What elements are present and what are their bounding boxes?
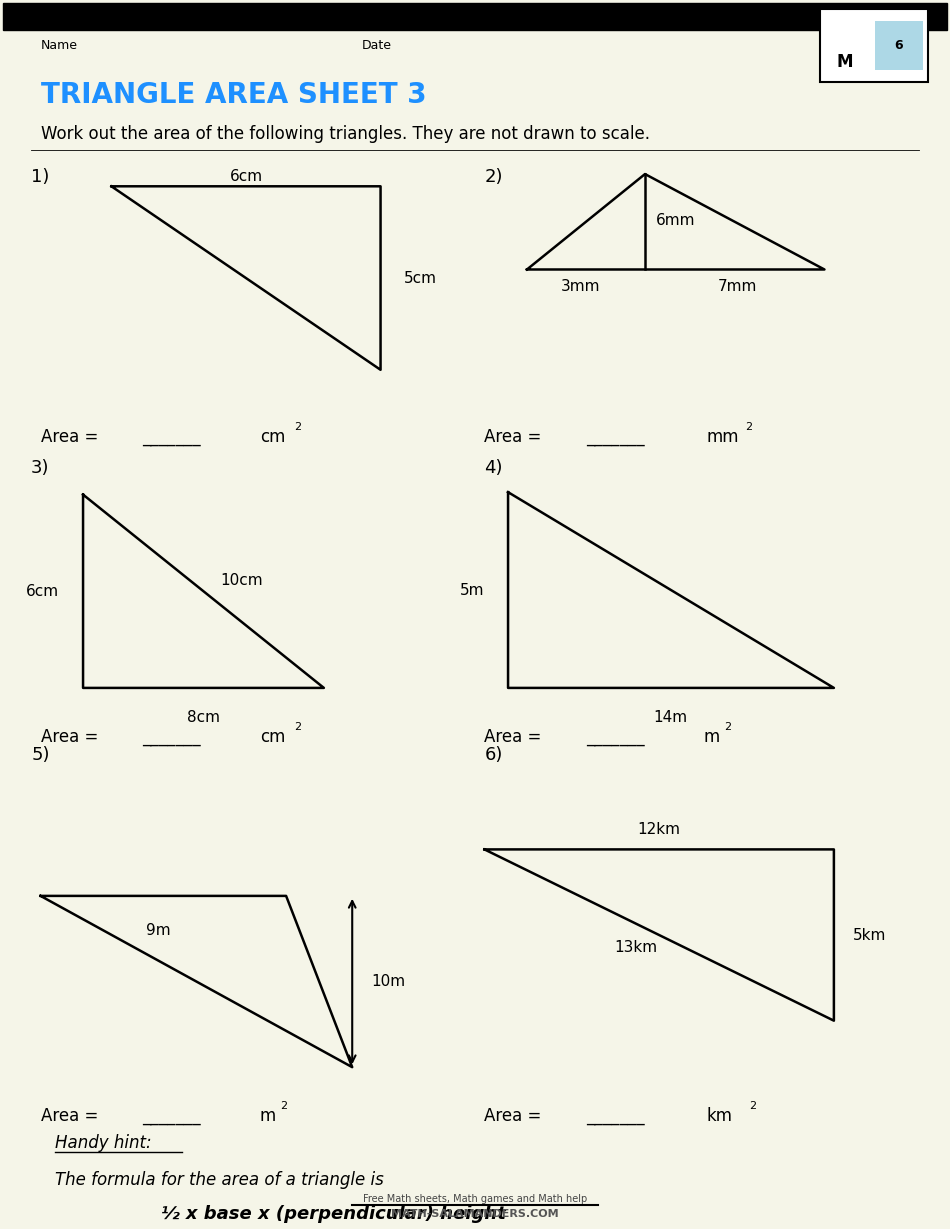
Text: TRIANGLE AREA SHEET 3: TRIANGLE AREA SHEET 3 (41, 81, 427, 108)
Text: 5km: 5km (853, 928, 886, 943)
Text: 2: 2 (724, 723, 732, 732)
Text: 12km: 12km (637, 822, 680, 837)
Text: 8cm: 8cm (187, 710, 220, 725)
Text: M: M (836, 53, 852, 70)
Text: cm: cm (259, 728, 285, 746)
Text: Free Math sheets, Math games and Math help: Free Math sheets, Math games and Math he… (363, 1195, 587, 1204)
Text: Area =: Area = (41, 728, 104, 746)
Text: 2: 2 (749, 1101, 756, 1111)
Text: km: km (707, 1107, 732, 1125)
Text: Handy hint:: Handy hint: (55, 1134, 151, 1152)
Text: _______: _______ (586, 428, 645, 446)
Text: 3mm: 3mm (561, 279, 600, 294)
Text: 1): 1) (31, 167, 49, 186)
Text: The formula for the area of a triangle is: The formula for the area of a triangle i… (55, 1171, 384, 1188)
Text: 4): 4) (484, 458, 503, 477)
Text: 5): 5) (31, 746, 49, 764)
Text: 5m: 5m (460, 583, 485, 597)
Text: 9m: 9m (146, 923, 171, 938)
Text: m: m (704, 728, 720, 746)
Text: Date: Date (362, 39, 391, 52)
Text: mm: mm (707, 428, 739, 446)
Text: 6cm: 6cm (27, 584, 60, 599)
Text: 13km: 13km (614, 940, 657, 955)
Text: 2): 2) (484, 167, 503, 186)
Text: 3): 3) (31, 458, 49, 477)
Text: _______: _______ (586, 1107, 645, 1125)
Text: Area =: Area = (41, 428, 104, 446)
Bar (3, 2, 947, 29)
Text: 2: 2 (294, 423, 301, 433)
Text: Area =: Area = (484, 1107, 547, 1125)
Text: 6: 6 (895, 39, 903, 52)
Bar (820, 9, 928, 82)
Text: _______: _______ (142, 728, 201, 746)
Text: cm: cm (259, 428, 285, 446)
Text: 2: 2 (745, 423, 752, 433)
Text: Area =: Area = (41, 1107, 104, 1125)
Text: 6mm: 6mm (656, 213, 695, 229)
Text: Area =: Area = (484, 728, 547, 746)
Text: 2: 2 (294, 723, 301, 732)
Text: 5cm: 5cm (404, 270, 437, 285)
Text: 14m: 14m (654, 710, 688, 725)
Text: Name: Name (41, 39, 78, 52)
Text: 10cm: 10cm (220, 573, 262, 587)
Text: 6cm: 6cm (230, 170, 263, 184)
Text: Area =: Area = (484, 428, 547, 446)
Text: 7mm: 7mm (718, 279, 757, 294)
Bar (876, 21, 922, 70)
Text: 2: 2 (280, 1101, 288, 1111)
Text: m: m (259, 1107, 276, 1125)
Text: 10m: 10m (371, 975, 406, 989)
Text: _______: _______ (586, 728, 645, 746)
Text: 6): 6) (484, 746, 503, 764)
Text: _______: _______ (142, 1107, 201, 1125)
Text: Work out the area of the following triangles. They are not drawn to scale.: Work out the area of the following trian… (41, 124, 650, 143)
Text: ½ x base x (perpendicular) height: ½ x base x (perpendicular) height (161, 1204, 505, 1223)
Text: MATH-SALAMANDERS.COM: MATH-SALAMANDERS.COM (391, 1209, 559, 1219)
Text: _______: _______ (142, 428, 201, 446)
